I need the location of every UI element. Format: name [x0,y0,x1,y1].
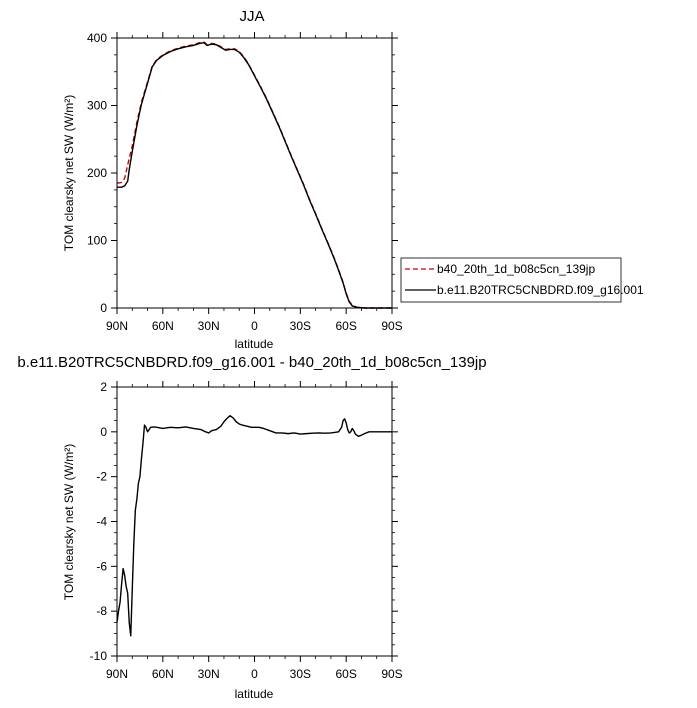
chart1-ytick-label: 300 [87,99,107,113]
chart1-y-axis-label: TOM clearsky net SW (W/m²) [62,95,76,251]
legend-label-series1: b40_20th_1d_b08c5cn_139jp [437,262,595,276]
chart2-y-axis-label: TOM clearsky net SW (W/m²) [62,444,76,600]
chart1-ytick-label: 0 [100,301,107,315]
chart1-ytick-label: 200 [87,166,107,180]
chart2-xtick-label: 30S [290,667,311,681]
chart2-ytick-label: 0 [100,425,107,439]
chart2-series-line-1 [116,414,392,637]
chart2-ytick-label: 2 [100,380,107,394]
chart2-ytick-label: -2 [96,470,107,484]
chart2-x-axis-label: latitude [235,687,274,701]
chart1-legend: b40_20th_1d_b08c5cn_139jp b.e11.B20TRC5C… [400,257,644,303]
chart1-series-line-2 [117,42,392,309]
chart1-xtick-label: 0 [251,319,258,333]
chart1-xtick-label: 30N [198,319,220,333]
chart1-title: JJA [239,8,264,25]
chart2-ytick-label: -4 [96,515,107,529]
chart2-xtick-label: 90N [106,667,128,681]
chart2-xtick-label: 90S [381,667,402,681]
chart2-xtick-label: 60S [335,667,356,681]
chart1-ytick-label: 400 [87,31,107,45]
chart2-xtick-label: 30N [198,667,220,681]
chart1-frame [116,37,393,309]
chart2-plot: -10 -8 -6 -4 -2 0 2 90N 60N 30N 0 30S 60S 90S [90,380,403,681]
chart2-ytick-label: -10 [90,649,108,663]
chart2-xtick-label: 60N [152,667,174,681]
chart1-plot: 0 100 200 300 400 90N 60N 30N 0 30S 60S 90S [87,31,403,333]
chart2-ytick-label: -8 [96,604,107,618]
chart2-ytick-label: -6 [96,559,107,573]
chart1-x-axis-label: latitude [235,337,274,351]
chart2-xtick-label: 0 [251,667,258,681]
legend-box [400,257,622,303]
chart1-series-line-1 [116,41,392,309]
chart2-title: b.e11.B20TRC5CNBDRD.f09_g16.001 - b40_20… [17,354,486,371]
chart1-xtick-label: 60N [152,319,174,333]
chart1-xtick-label: 90N [106,319,128,333]
chart1-xtick-label: 90S [381,319,402,333]
chart1-xtick-label: 60S [335,319,356,333]
legend-label-series2: b.e11.B20TRC5CNBDRD.f09_g16.001 [437,283,644,297]
chart1-xtick-label: 30S [290,319,311,333]
chart1-ytick-label: 100 [87,234,107,248]
